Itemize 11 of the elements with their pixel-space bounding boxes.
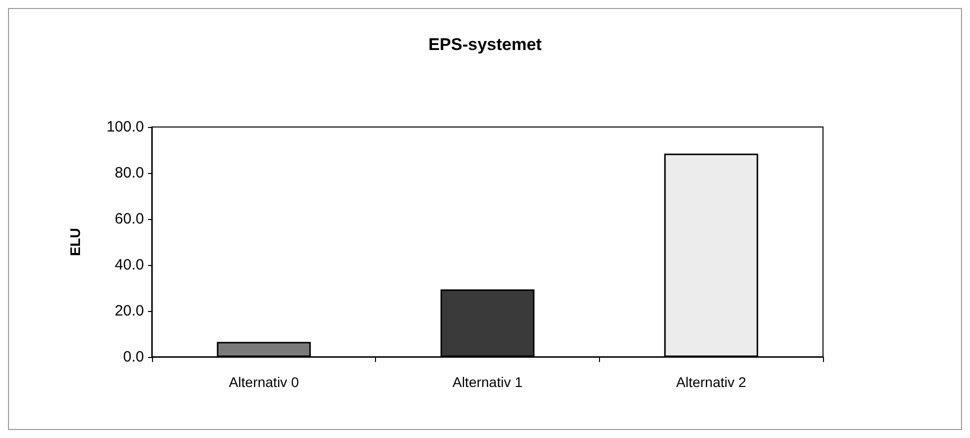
- y-axis-title: ELU: [67, 228, 83, 256]
- y-tick-label: 100.0: [106, 118, 144, 136]
- x-tick-label: Alternativ 0: [228, 374, 300, 390]
- y-tick-label: 80.0: [114, 164, 144, 182]
- chart-title: EPS-systemet: [428, 35, 542, 54]
- y-tick-label: 40.0: [114, 256, 144, 274]
- y-tick-label: 60.0: [114, 210, 144, 228]
- y-tick-label: 0.0: [123, 348, 144, 366]
- x-tick-label: Alternativ 1: [452, 374, 523, 390]
- y-tick-label: 20.0: [114, 302, 144, 320]
- x-tick-label: Alternativ 2: [676, 374, 746, 390]
